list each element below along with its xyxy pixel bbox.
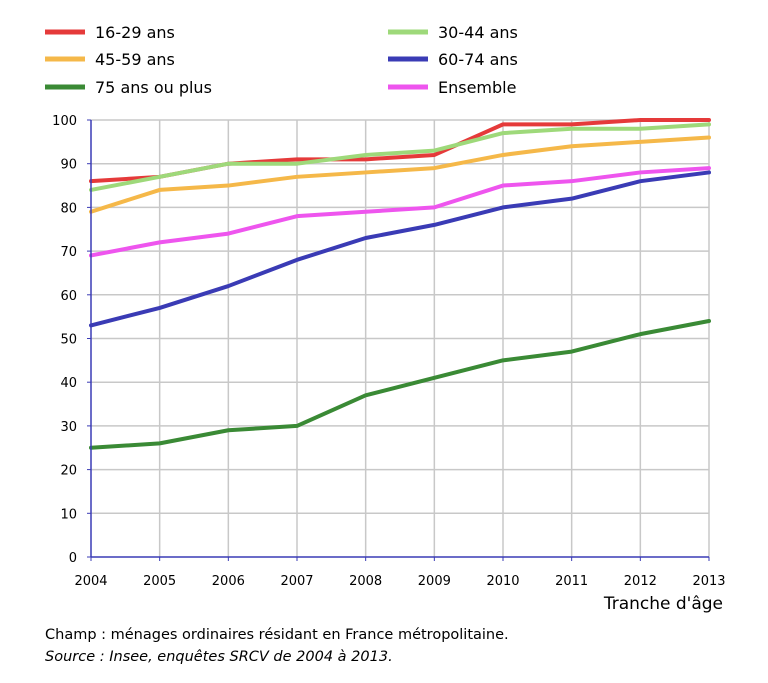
y-tick-label: 100 <box>52 114 77 129</box>
chart-series <box>89 118 711 450</box>
x-tick-label: 2010 <box>486 574 519 589</box>
series-line <box>89 166 711 258</box>
x-tick-label: 2012 <box>624 574 657 589</box>
x-axis-label: Tranche d'âge <box>603 594 723 614</box>
y-tick-label: 30 <box>60 420 77 435</box>
legend-label: 75 ans ou plus <box>95 78 212 97</box>
legend-label: Ensemble <box>438 78 516 97</box>
chart-legend: 16-29 ans 30-44 ans 45-59 ans 60-74 ans 75 a… <box>45 23 518 97</box>
x-tick-label: 2005 <box>143 574 176 589</box>
y-tick-label: 90 <box>60 158 77 173</box>
chart-grid <box>91 119 710 557</box>
line-chart: 16-29 ans 30-44 ans 45-59 ans 60-74 ans 75 a… <box>45 23 726 614</box>
y-tick-label: 10 <box>60 507 77 522</box>
x-tick-label: 2006 <box>212 574 245 589</box>
chart-ticks: 0 10 20 30 40 50 60 70 80 90 100 2004 2005 2006 2007 20… <box>52 114 725 589</box>
y-tick-label: 60 <box>60 289 77 304</box>
y-tick-label: 20 <box>60 464 77 479</box>
legend-label: 60-74 ans <box>438 50 518 69</box>
series-line <box>89 170 711 328</box>
chart-notes: Champ : ménages ordinaires résidant en F… <box>45 624 509 668</box>
y-tick-label: 50 <box>60 333 77 348</box>
legend-label: 30-44 ans <box>438 23 518 42</box>
series-line <box>89 135 711 214</box>
legend-label: 16-29 ans <box>95 23 175 42</box>
series-line <box>89 319 711 450</box>
x-tick-label: 2009 <box>418 574 451 589</box>
x-tick-label: 2013 <box>692 574 725 589</box>
series-line <box>89 122 711 192</box>
x-tick-label: 2011 <box>555 574 588 589</box>
x-tick-label: 2004 <box>74 574 107 589</box>
champ-note: Champ : ménages ordinaires résidant en F… <box>45 627 509 643</box>
source-note: Source : Insee, enquêtes SRCV de 2004 à … <box>45 649 393 665</box>
y-tick-label: 40 <box>60 376 77 391</box>
y-tick-label: 70 <box>60 245 77 260</box>
y-tick-label: 0 <box>69 551 77 566</box>
x-tick-label: 2007 <box>280 574 313 589</box>
x-tick-label: 2008 <box>349 574 382 589</box>
y-tick-label: 80 <box>60 201 77 216</box>
legend-label: 45-59 ans <box>95 50 175 69</box>
